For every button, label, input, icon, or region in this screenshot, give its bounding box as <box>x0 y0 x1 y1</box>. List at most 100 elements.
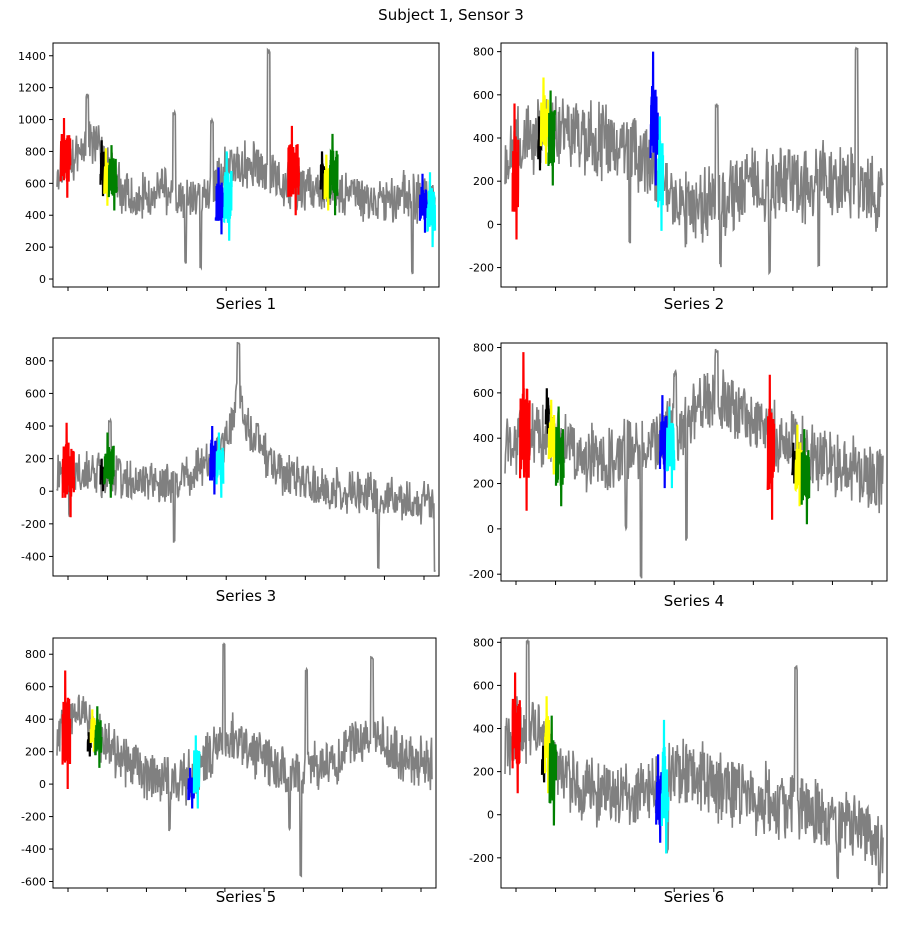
y-tick-label: -400 <box>21 843 46 856</box>
y-tick-label: 600 <box>25 681 46 694</box>
segment-green <box>547 90 556 186</box>
segment-cyan <box>215 432 225 498</box>
y-tick-label: 0 <box>39 273 46 286</box>
segment-yellow <box>544 696 551 794</box>
segment-red <box>61 422 76 518</box>
y-tick-label: 0 <box>39 778 46 791</box>
segment-green <box>554 406 565 507</box>
y-tick-label: 400 <box>25 420 46 433</box>
segment-green <box>548 715 558 826</box>
segment-cyan <box>223 151 233 241</box>
y-tick-label: 0 <box>487 218 494 231</box>
segment-green <box>94 706 103 768</box>
y-tick-label: 400 <box>25 713 46 726</box>
segment-blue <box>214 167 226 235</box>
segment-black <box>86 732 92 757</box>
segment-blue <box>655 754 663 843</box>
plot-frame <box>52 42 440 288</box>
segment-yellow <box>89 709 97 752</box>
segment-blue <box>209 425 218 495</box>
y-tick-label: 200 <box>25 746 46 759</box>
chart-plot-series-1: 0 200 400 600 800 1000 1200 1400 <box>18 42 440 291</box>
segment-red <box>511 103 520 240</box>
y-tick-label: -200 <box>469 568 494 581</box>
chart-title: Series 5 <box>215 888 277 906</box>
y-tick-label: 1400 <box>18 50 46 63</box>
chart-plot-series-6: -200 0 200 400 600 800 <box>469 636 888 892</box>
segment-cyan <box>665 406 676 489</box>
y-tick-label: 200 <box>473 478 494 491</box>
y-tick-label: -400 <box>21 550 46 563</box>
y-tick-label: 800 <box>25 355 46 368</box>
segment-red <box>766 374 776 520</box>
y-tick-label: -200 <box>21 518 46 531</box>
chart-panel-series-4: -200 0 200 400 600 800 Series 4 <box>451 335 902 620</box>
segment-blue <box>658 395 668 489</box>
segment-blue <box>418 173 429 233</box>
chart-title: Series 3 <box>215 587 277 605</box>
y-tick-label: 800 <box>25 648 46 661</box>
y-tick-label: 800 <box>473 636 494 649</box>
series-line <box>504 638 884 887</box>
segment-yellow <box>539 77 550 164</box>
y-tick-label: 1200 <box>18 82 46 95</box>
series-line <box>56 47 436 275</box>
chart-panel-series-5: -600 -400 -200 0 200 400 600 800 Series 5 <box>0 630 460 920</box>
plot-frame <box>500 342 888 582</box>
y-tick-label: 800 <box>473 46 494 59</box>
segment-cyan <box>657 116 665 231</box>
y-tick-label: -200 <box>469 262 494 275</box>
series-line <box>56 642 433 878</box>
y-tick-label: 0 <box>487 809 494 822</box>
y-tick-label: -200 <box>21 811 46 824</box>
plot-frame <box>52 637 437 889</box>
y-tick-label: -200 <box>469 852 494 865</box>
y-tick-label: 400 <box>473 432 494 445</box>
y-tick-label: 600 <box>25 387 46 400</box>
y-tick-label: 800 <box>473 342 494 355</box>
segment-blue <box>649 51 660 186</box>
y-tick-label: 0 <box>39 485 46 498</box>
segment-black <box>99 140 106 197</box>
segment-cyan <box>660 719 670 854</box>
segment-green <box>107 145 118 211</box>
y-tick-label: 600 <box>473 89 494 102</box>
y-tick-label: 200 <box>25 241 46 254</box>
chart-panel-series-1: 0 200 400 600 800 1000 1200 1400 Series 1 <box>0 35 460 325</box>
chart-title: Series 4 <box>663 592 725 610</box>
segment-red <box>287 125 300 216</box>
plot-frame <box>52 337 440 577</box>
y-tick-label: 600 <box>473 679 494 692</box>
segment-cyan <box>426 172 437 248</box>
chart-panel-series-2: -200 0 200 400 600 800 Series 2 <box>451 35 902 325</box>
figure-title: Subject 1, Sensor 3 <box>378 6 524 24</box>
segment-black <box>544 388 550 434</box>
chart-panel-series-3: -400 -200 0 200 400 600 800 Series 3 <box>0 330 460 615</box>
chart-title: Series 1 <box>215 295 277 313</box>
segment-green <box>800 429 811 525</box>
series-line <box>504 348 884 579</box>
chart-title: Series 2 <box>663 295 725 313</box>
chart-plot-series-2: -200 0 200 400 600 800 <box>469 42 888 291</box>
segment-red <box>519 352 531 511</box>
y-tick-label: 600 <box>473 387 494 400</box>
segment-green <box>328 133 339 216</box>
chart-plot-series-4: -200 0 200 400 600 800 <box>469 342 888 585</box>
y-tick-label: 200 <box>25 453 46 466</box>
y-tick-label: 200 <box>473 766 494 779</box>
chart-plot-series-5: -600 -400 -200 0 200 400 600 800 <box>21 637 437 892</box>
y-tick-label: 400 <box>473 132 494 145</box>
chart-plot-series-3: -400 -200 0 200 400 600 800 <box>21 337 440 580</box>
segment-red <box>511 672 522 794</box>
chart-title: Series 6 <box>663 888 725 906</box>
y-tick-label: 1000 <box>18 114 46 127</box>
y-tick-label: 400 <box>25 209 46 222</box>
y-tick-label: 400 <box>473 723 494 736</box>
y-tick-label: 0 <box>487 523 494 536</box>
y-tick-label: 200 <box>473 175 494 188</box>
segment-red <box>59 117 72 198</box>
series-line <box>504 46 884 276</box>
plot-frame <box>500 637 888 889</box>
segment-red <box>61 670 72 790</box>
segment-cyan <box>192 735 201 809</box>
